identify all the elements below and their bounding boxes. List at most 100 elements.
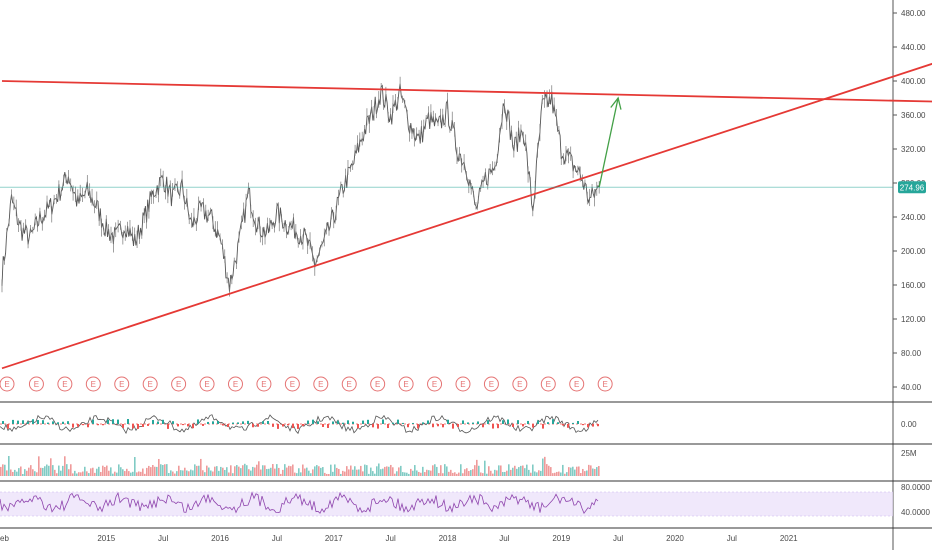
volume-bar [24, 469, 26, 476]
volume-bar [90, 468, 92, 476]
oscillator-bar [477, 421, 479, 424]
volume-bar [112, 473, 114, 476]
oscillator-bar [17, 420, 19, 424]
volume-bar [70, 464, 72, 476]
volume-bar [10, 469, 12, 476]
price-tick-label: 80.00 [901, 349, 922, 358]
volume-bar [382, 468, 384, 476]
volume-bar [30, 465, 32, 476]
earnings-marker[interactable] [540, 376, 556, 392]
earnings-marker[interactable] [57, 376, 73, 392]
earnings-marker[interactable] [427, 376, 443, 392]
volume-bar [106, 465, 108, 476]
volume-bar [352, 469, 354, 476]
trend-drawings[interactable] [1, 62, 932, 370]
oscillator-bar [447, 419, 449, 424]
earnings-marker[interactable] [597, 376, 613, 392]
price-tick-label: 440.00 [901, 43, 926, 52]
volume-bar [186, 470, 188, 476]
oscillator-bar [402, 422, 404, 424]
volume-bar [230, 465, 232, 476]
volume-bar [344, 471, 346, 476]
earnings-marker[interactable] [455, 376, 471, 392]
oscillator-bar [547, 422, 549, 424]
volume-bar [312, 469, 314, 476]
oscillator-bar [192, 424, 194, 429]
volume-bar [210, 470, 212, 476]
oscillator-bar [287, 424, 289, 426]
volume-bar [264, 465, 266, 476]
volume-bar [594, 468, 596, 476]
earnings-marker[interactable] [569, 376, 585, 392]
volume-bar [334, 464, 336, 476]
volume-bar [354, 466, 356, 476]
earnings-marker[interactable] [341, 376, 357, 392]
earnings-marker[interactable] [483, 376, 499, 392]
volume-bar [50, 458, 52, 476]
earnings-marker[interactable] [199, 376, 215, 392]
volume-bar [110, 467, 112, 476]
volume-bar [502, 471, 504, 476]
volume-bar [22, 473, 24, 476]
volume-bar [28, 467, 30, 476]
oscillator-bar [567, 424, 569, 428]
rsi-indicator: 80.0000 40.0000 [0, 483, 930, 517]
volume-bar [234, 466, 236, 476]
oscillator-bar [257, 424, 259, 427]
time-tick-label: Jul [499, 534, 509, 543]
volume-bar [240, 468, 242, 476]
volume-bar [136, 472, 138, 476]
earnings-marker[interactable] [256, 376, 272, 392]
volume-bar [572, 466, 574, 476]
volume-bar [518, 467, 520, 476]
earnings-marker-label: E [91, 380, 96, 389]
oscillator-bar [207, 421, 209, 424]
volume-bar [566, 472, 568, 476]
volume-bar [130, 472, 132, 476]
volume-bar [140, 471, 142, 476]
oscillator-bar [237, 422, 239, 424]
earnings-marker[interactable] [171, 376, 187, 392]
volume-bar [580, 473, 582, 476]
earnings-marker[interactable] [284, 376, 300, 392]
earnings-marker[interactable] [114, 376, 130, 392]
volume-bar [420, 472, 422, 476]
volume-bar [466, 468, 468, 476]
time-tick-label: 2021 [780, 534, 798, 543]
volume-bar [548, 465, 550, 476]
oscillator-bar [542, 424, 544, 429]
oscillator-bar [492, 424, 494, 429]
volume-bar [42, 467, 44, 476]
volume-bar [258, 461, 260, 476]
earnings-marker[interactable] [142, 376, 158, 392]
earnings-marker[interactable] [398, 376, 414, 392]
volume-bar [396, 471, 398, 476]
earnings-marker[interactable] [85, 376, 101, 392]
volume-bar [558, 471, 560, 476]
oscillator-bar [437, 424, 439, 427]
volume-bar [244, 463, 246, 476]
earnings-marker[interactable] [512, 376, 528, 392]
earnings-marker[interactable] [0, 376, 15, 392]
rsi-tick-label: 40.0000 [901, 508, 930, 517]
earnings-marker[interactable] [227, 376, 243, 392]
earnings-marker[interactable] [370, 376, 386, 392]
volume-bar [596, 467, 598, 476]
earnings-marker[interactable] [313, 376, 329, 392]
volume-bar [496, 470, 498, 476]
earnings-marker-label: E [432, 380, 437, 389]
oscillator-bar [117, 419, 119, 424]
earnings-marker-label: E [546, 380, 551, 389]
volume-bar [190, 469, 192, 476]
oscillator-bar [362, 420, 364, 424]
volume-bar [474, 465, 476, 476]
earnings-marker[interactable] [28, 376, 44, 392]
oscillator-bar [407, 424, 409, 428]
volume-bar [392, 467, 394, 476]
volume-bar [48, 465, 50, 476]
oscillator-tick-label: 0.00 [901, 420, 917, 429]
volume-bar [454, 472, 456, 476]
